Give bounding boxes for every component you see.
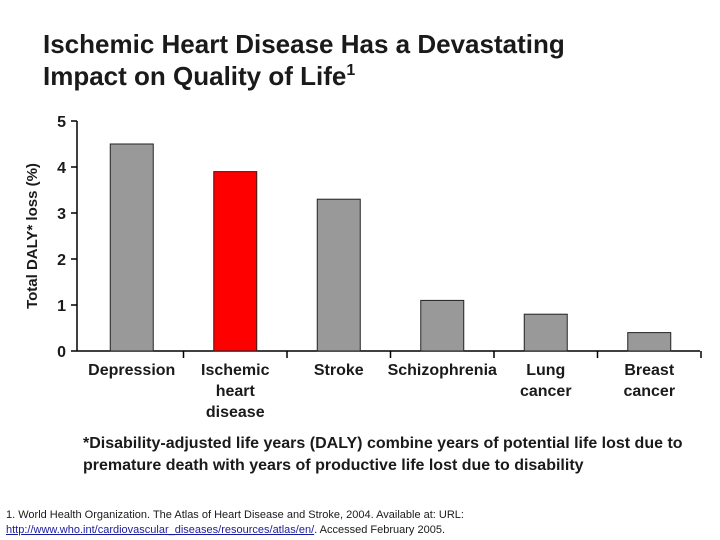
x-category-label-line: Depression	[88, 362, 175, 379]
x-category-label-line: cancer	[520, 383, 572, 400]
x-category-label-line: Ischemic	[201, 362, 270, 379]
x-category-label-line: disease	[206, 404, 265, 421]
y-tick-label: 2	[57, 252, 66, 269]
x-category-label: Lung cancer	[520, 362, 572, 400]
x-category-label-line: heart	[216, 383, 256, 400]
bar	[523, 313, 568, 352]
bar	[316, 198, 361, 352]
x-category-label-line: Breast	[624, 362, 674, 379]
reference-citation: 1. World Health Organization. The Atlas …	[6, 508, 606, 538]
reference-link[interactable]: http://www.who.int/cardiovascular_diseas…	[6, 524, 315, 536]
x-category-label: Schizophrenia	[388, 362, 497, 379]
y-axis-title: Total DALY* loss (%)	[24, 163, 41, 309]
bar	[109, 143, 154, 352]
y-tick-label: 4	[57, 160, 66, 177]
x-category-label: Depression	[88, 362, 175, 379]
x-category-label: Ischemic heart disease	[201, 362, 270, 421]
y-tick-label: 1	[57, 298, 66, 315]
x-category-label: Stroke	[314, 362, 364, 379]
bar-chart: 0 1 2 3 4 5 Total DALY* loss (%) Depression Isch…	[24, 114, 702, 421]
slide-title: Ischemic Heart Disease Has a Devastating…	[43, 28, 683, 92]
x-category-label-line: Lung	[526, 362, 565, 379]
bar	[213, 171, 258, 352]
reference-text: 1. World Health Organization. The Atlas …	[6, 509, 464, 521]
bar	[627, 332, 672, 352]
x-category-label-line: Stroke	[314, 362, 364, 379]
y-tick-label: 3	[57, 206, 66, 223]
y-tick-label: 5	[57, 114, 66, 131]
x-category-label-line: Schizophrenia	[388, 362, 497, 379]
title-superscript: 1	[346, 62, 356, 79]
title-line-2: Impact on Quality of Life	[43, 61, 347, 91]
x-category-label: Breast cancer	[623, 362, 675, 400]
y-tick-label: 0	[57, 344, 66, 361]
reference-suffix: . Accessed February 2005.	[314, 524, 446, 536]
x-category-label-line: cancer	[623, 383, 675, 400]
daly-footnote: *Disability-adjusted life years (DALY) c…	[83, 435, 683, 474]
title-line-1: Ischemic Heart Disease Has a Devastating	[43, 29, 565, 59]
bar	[420, 299, 465, 352]
